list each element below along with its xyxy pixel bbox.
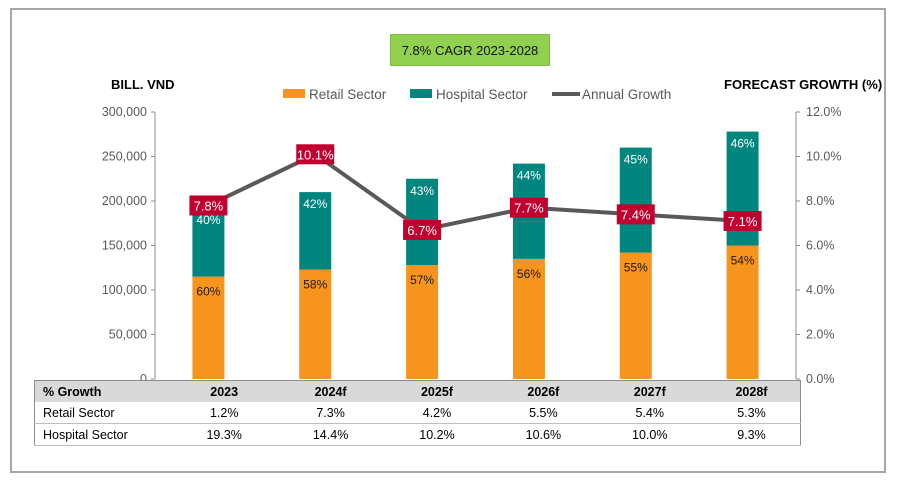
left-tick-label: 200,000 [102, 194, 147, 208]
bar-label-hospital: 44% [517, 169, 541, 183]
growth-label-box [509, 197, 548, 218]
bar-label-hospital: 45% [624, 153, 648, 167]
legend-swatch-hospital [410, 89, 432, 98]
table-header-cell: % Growth [34, 380, 171, 402]
growth-line [207, 152, 743, 232]
growth-label-box [616, 204, 655, 225]
table-header-cell: 2025f [383, 380, 491, 402]
cagr-badge: 7.8% CAGR 2023-2028 [390, 34, 550, 66]
left-tick-label: 100,000 [102, 283, 147, 297]
bar-label-hospital: 40% [196, 213, 220, 227]
table-cell: 10.2% [383, 423, 491, 446]
growth-label-box [403, 219, 442, 240]
table-row-hospital: Hospital Sector 19.3% 14.4% 10.2% 10.6% … [34, 423, 801, 446]
growth-label: 7.4% [621, 207, 651, 222]
bar-label-retail: 57% [410, 273, 434, 287]
table-cell: 5.5% [490, 402, 597, 424]
table-cell: 1.2% [171, 402, 278, 424]
table-cell: 5.4% [596, 402, 703, 424]
right-tick-label: 4.0% [806, 283, 835, 297]
table-header-cell: 2027f [596, 380, 703, 402]
right-tick-label: 6.0% [806, 239, 835, 253]
growth-label: 6.7% [407, 223, 437, 238]
table-cell: 4.2% [383, 402, 491, 424]
table-header-cell: 2026f [490, 380, 597, 402]
table-cell: 10.0% [596, 423, 703, 446]
legend-label-hospital: Hospital Sector [436, 87, 528, 102]
legend-label-growth: Annual Growth [582, 87, 671, 102]
legend-swatch-retail [283, 89, 305, 98]
bar-label-retail: 60% [196, 285, 220, 299]
growth-label-box [296, 144, 335, 165]
legend-label-retail: Retail Sector [309, 87, 387, 102]
table-cell: 19.3% [171, 423, 278, 446]
bar-retail [299, 269, 332, 379]
bar-label-retail: 55% [624, 261, 648, 275]
bar-hospital [299, 192, 332, 270]
table-cell: 9.3% [702, 423, 801, 446]
growth-table-header: % Growth 2023 2024f 2025f 2026f 2027f 20… [34, 380, 801, 402]
bar-hospital [192, 208, 225, 277]
right-tick-label: 10.0% [806, 150, 841, 164]
bar-label-hospital: 43% [410, 184, 434, 198]
growth-label: 7.8% [194, 198, 224, 213]
bar-label-retail: 54% [731, 254, 755, 268]
bar-label-retail: 58% [303, 278, 327, 292]
table-header-cell: 2023 [171, 380, 278, 402]
chart-frame [10, 8, 886, 473]
growth-label: 7.7% [514, 201, 544, 216]
table-row-retail: Retail Sector 1.2% 7.3% 4.2% 5.5% 5.4% 5… [34, 402, 801, 424]
bar-retail [726, 245, 759, 379]
left-tick-label: 0 [140, 372, 147, 386]
left-axis-title: BILL. VND [111, 77, 175, 92]
table-cell: 5.3% [702, 402, 801, 424]
table-row-label: Hospital Sector [34, 423, 171, 446]
bar-retail [619, 252, 652, 379]
bar-retail [512, 258, 545, 379]
growth-table: % Growth 2023 2024f 2025f 2026f 2027f 20… [34, 380, 801, 446]
growth-label-box [189, 195, 228, 216]
table-header-cell: 2024f [277, 380, 384, 402]
growth-label-box [723, 211, 762, 232]
right-tick-label: 0.0% [806, 372, 835, 386]
right-tick-label: 8.0% [806, 194, 835, 208]
bar-hospital [619, 147, 652, 253]
bar-retail [192, 276, 225, 379]
left-tick-label: 150,000 [102, 239, 147, 253]
left-tick-label: 300,000 [102, 105, 147, 119]
bar-retail [406, 265, 439, 379]
table-cell: 14.4% [277, 423, 384, 446]
right-tick-label: 2.0% [806, 328, 835, 342]
growth-label: 7.1% [728, 214, 758, 229]
right-axis-title: FORECAST GROWTH (%) [724, 77, 883, 92]
table-cell: 7.3% [277, 402, 384, 424]
bar-label-hospital: 46% [731, 137, 755, 151]
bar-label-retail: 56% [517, 267, 541, 281]
right-tick-label: 12.0% [806, 105, 841, 119]
table-row-label: Retail Sector [34, 402, 171, 424]
left-tick-label: 250,000 [102, 150, 147, 164]
table-header-cell: 2028f [702, 380, 801, 402]
growth-label: 10.1% [297, 147, 334, 162]
left-tick-label: 50,000 [109, 328, 147, 342]
table-cell: 10.6% [490, 423, 597, 446]
bar-label-hospital: 42% [303, 197, 327, 211]
